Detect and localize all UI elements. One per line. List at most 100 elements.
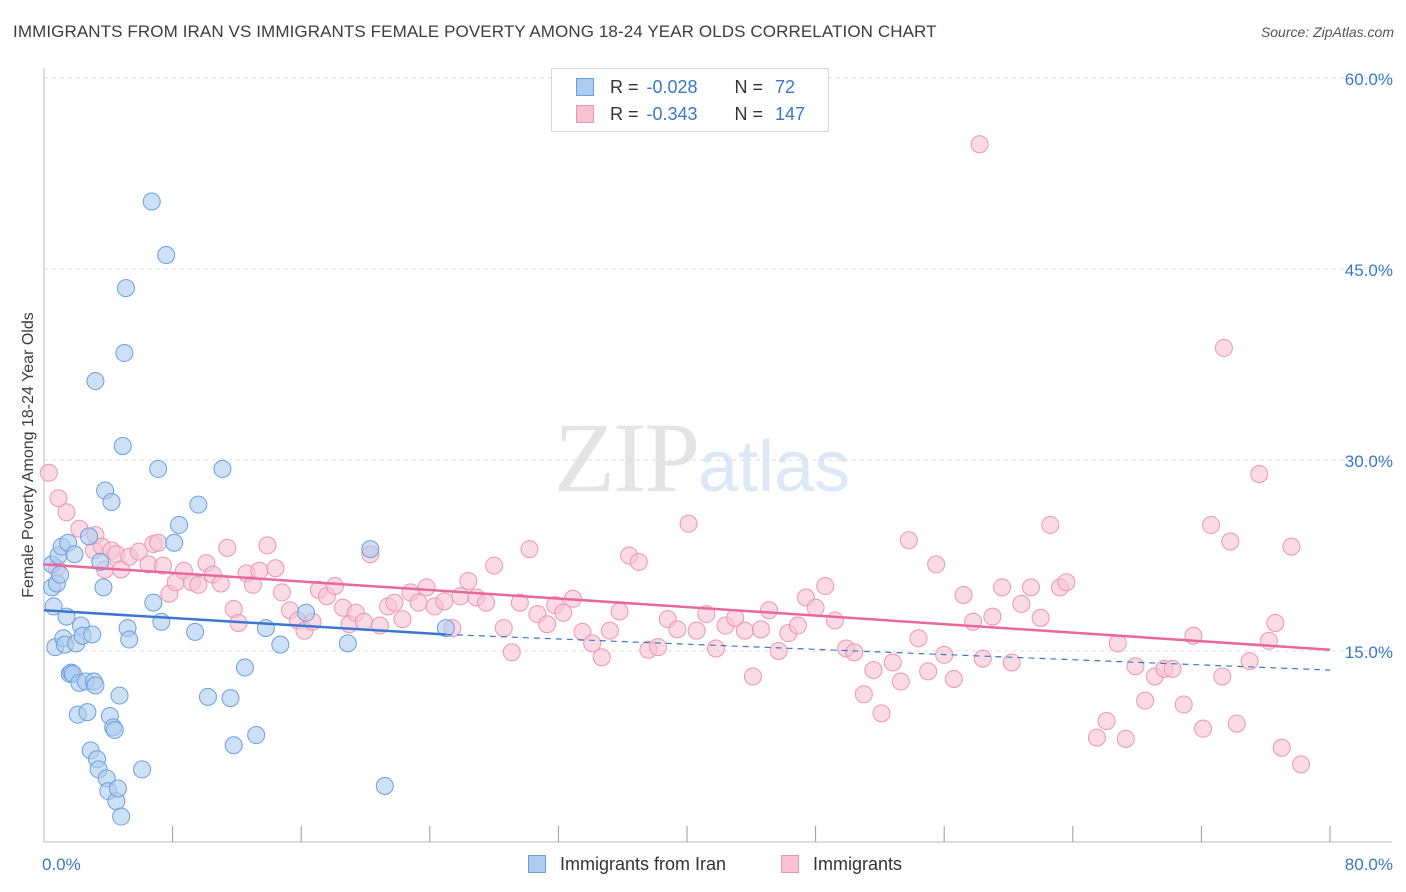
data-point-immigrants — [510, 593, 529, 612]
data-point-immigrants — [149, 533, 168, 552]
data-point-immigrants — [743, 667, 762, 686]
data-point-immigrants — [891, 672, 910, 691]
data-point-iran — [189, 495, 208, 514]
data-point-immigrants — [189, 575, 208, 594]
series-swatch-immigrants — [781, 855, 799, 873]
data-point-iran — [375, 776, 394, 795]
data-point-immigrants — [954, 585, 973, 604]
y-tick-label: 15.0% — [1345, 643, 1393, 662]
data-point-iran — [142, 192, 161, 211]
data-point-immigrants — [919, 662, 938, 681]
data-point-iran — [338, 634, 357, 653]
watermark-zip: ZIP — [554, 402, 700, 513]
data-point-iran — [186, 622, 205, 641]
data-point-immigrants — [1272, 738, 1291, 757]
data-point-immigrants — [845, 643, 864, 662]
data-point-immigrants — [1002, 653, 1021, 672]
data-point-immigrants — [679, 514, 698, 533]
watermark: ZIPatlas — [554, 400, 850, 515]
legend-n-value-immigrants: 147 — [775, 103, 806, 124]
data-point-immigrants — [899, 531, 918, 550]
data-point-immigrants — [1041, 515, 1060, 534]
data-point-immigrants — [1116, 729, 1135, 748]
data-point-immigrants — [687, 621, 706, 640]
data-point-immigrants — [1194, 719, 1213, 738]
data-point-immigrants — [218, 538, 237, 557]
data-point-immigrants — [153, 556, 172, 575]
data-point-iran — [91, 552, 110, 571]
data-point-immigrants — [354, 612, 373, 631]
data-point-iran — [78, 703, 97, 722]
data-point-immigrants — [927, 555, 946, 574]
data-point-immigrants — [485, 556, 504, 575]
data-point-iran — [80, 527, 99, 546]
data-point-immigrants — [502, 643, 521, 662]
data-point-iran — [110, 686, 129, 705]
data-point-immigrants — [417, 578, 436, 597]
data-point-immigrants — [806, 598, 825, 617]
data-point-iran — [165, 533, 184, 552]
data-point-iran — [271, 635, 290, 654]
data-point-immigrants — [993, 578, 1012, 597]
data-point-iran — [157, 245, 176, 264]
legend-r-value-iran: -0.028 — [646, 76, 698, 97]
data-point-iran — [113, 436, 132, 455]
data-point-immigrants — [909, 629, 928, 648]
data-point-immigrants — [1213, 667, 1232, 686]
data-point-immigrants — [1022, 578, 1041, 597]
legend-n-label: N = — [734, 103, 764, 124]
data-point-immigrants — [816, 577, 835, 596]
legend-r-label: R = — [610, 103, 639, 124]
legend-row-immigrants: R = -0.343 N = 147 — [576, 103, 805, 125]
data-point-immigrants — [883, 653, 902, 672]
data-point-immigrants — [385, 593, 404, 612]
data-point-immigrants — [494, 619, 513, 638]
data-point-immigrants — [1126, 657, 1145, 676]
data-point-immigrants — [325, 577, 344, 596]
data-point-iran — [247, 726, 266, 745]
data-point-iran — [112, 807, 131, 826]
data-point-immigrants — [983, 607, 1002, 626]
data-point-immigrants — [1214, 338, 1233, 357]
data-point-iran — [297, 603, 316, 622]
data-point-immigrants — [1266, 613, 1285, 632]
watermark-atlas: atlas — [698, 427, 851, 507]
x-tick-label: 80.0% — [1345, 855, 1393, 874]
data-point-immigrants — [520, 540, 539, 559]
series-name-immigrants: Immigrants — [813, 853, 903, 874]
trend-line-iran-extrapolated — [445, 633, 1331, 671]
y-tick-label: 30.0% — [1345, 452, 1393, 471]
legend-n-label: N = — [734, 76, 764, 97]
data-point-iran — [170, 515, 189, 534]
data-point-immigrants — [266, 559, 285, 578]
data-point-iran — [94, 578, 113, 597]
data-point-immigrants — [409, 593, 428, 612]
data-point-iran — [120, 630, 139, 649]
data-point-immigrants — [1087, 728, 1106, 747]
series-swatch-iran — [528, 855, 546, 873]
data-point-immigrants — [788, 616, 807, 635]
data-point-immigrants — [477, 593, 496, 612]
data-point-immigrants — [825, 611, 844, 630]
data-point-immigrants — [970, 135, 989, 154]
series-legend-iran: Immigrants from Iran — [528, 853, 726, 875]
legend-r-value-immigrants: -0.343 — [646, 103, 698, 124]
data-point-immigrants — [649, 638, 668, 657]
data-point-immigrants — [538, 615, 557, 634]
data-point-iran — [108, 779, 127, 798]
data-point-immigrants — [57, 503, 76, 522]
data-point-immigrants — [1202, 515, 1221, 534]
chart-title: IMMIGRANTS FROM IRAN VS IMMIGRANTS FEMAL… — [13, 22, 937, 41]
data-point-iran — [436, 619, 455, 638]
data-point-immigrants — [1163, 659, 1182, 678]
data-point-immigrants — [451, 587, 470, 606]
data-point-immigrants — [1057, 573, 1076, 592]
data-point-immigrants — [49, 489, 68, 508]
data-point-immigrants — [1292, 755, 1311, 774]
data-point-immigrants — [735, 621, 754, 640]
data-point-immigrants — [258, 536, 277, 555]
data-point-iran — [86, 676, 105, 695]
data-point-iran — [86, 372, 105, 391]
data-point-immigrants — [554, 603, 573, 622]
data-point-immigrants — [129, 542, 148, 561]
